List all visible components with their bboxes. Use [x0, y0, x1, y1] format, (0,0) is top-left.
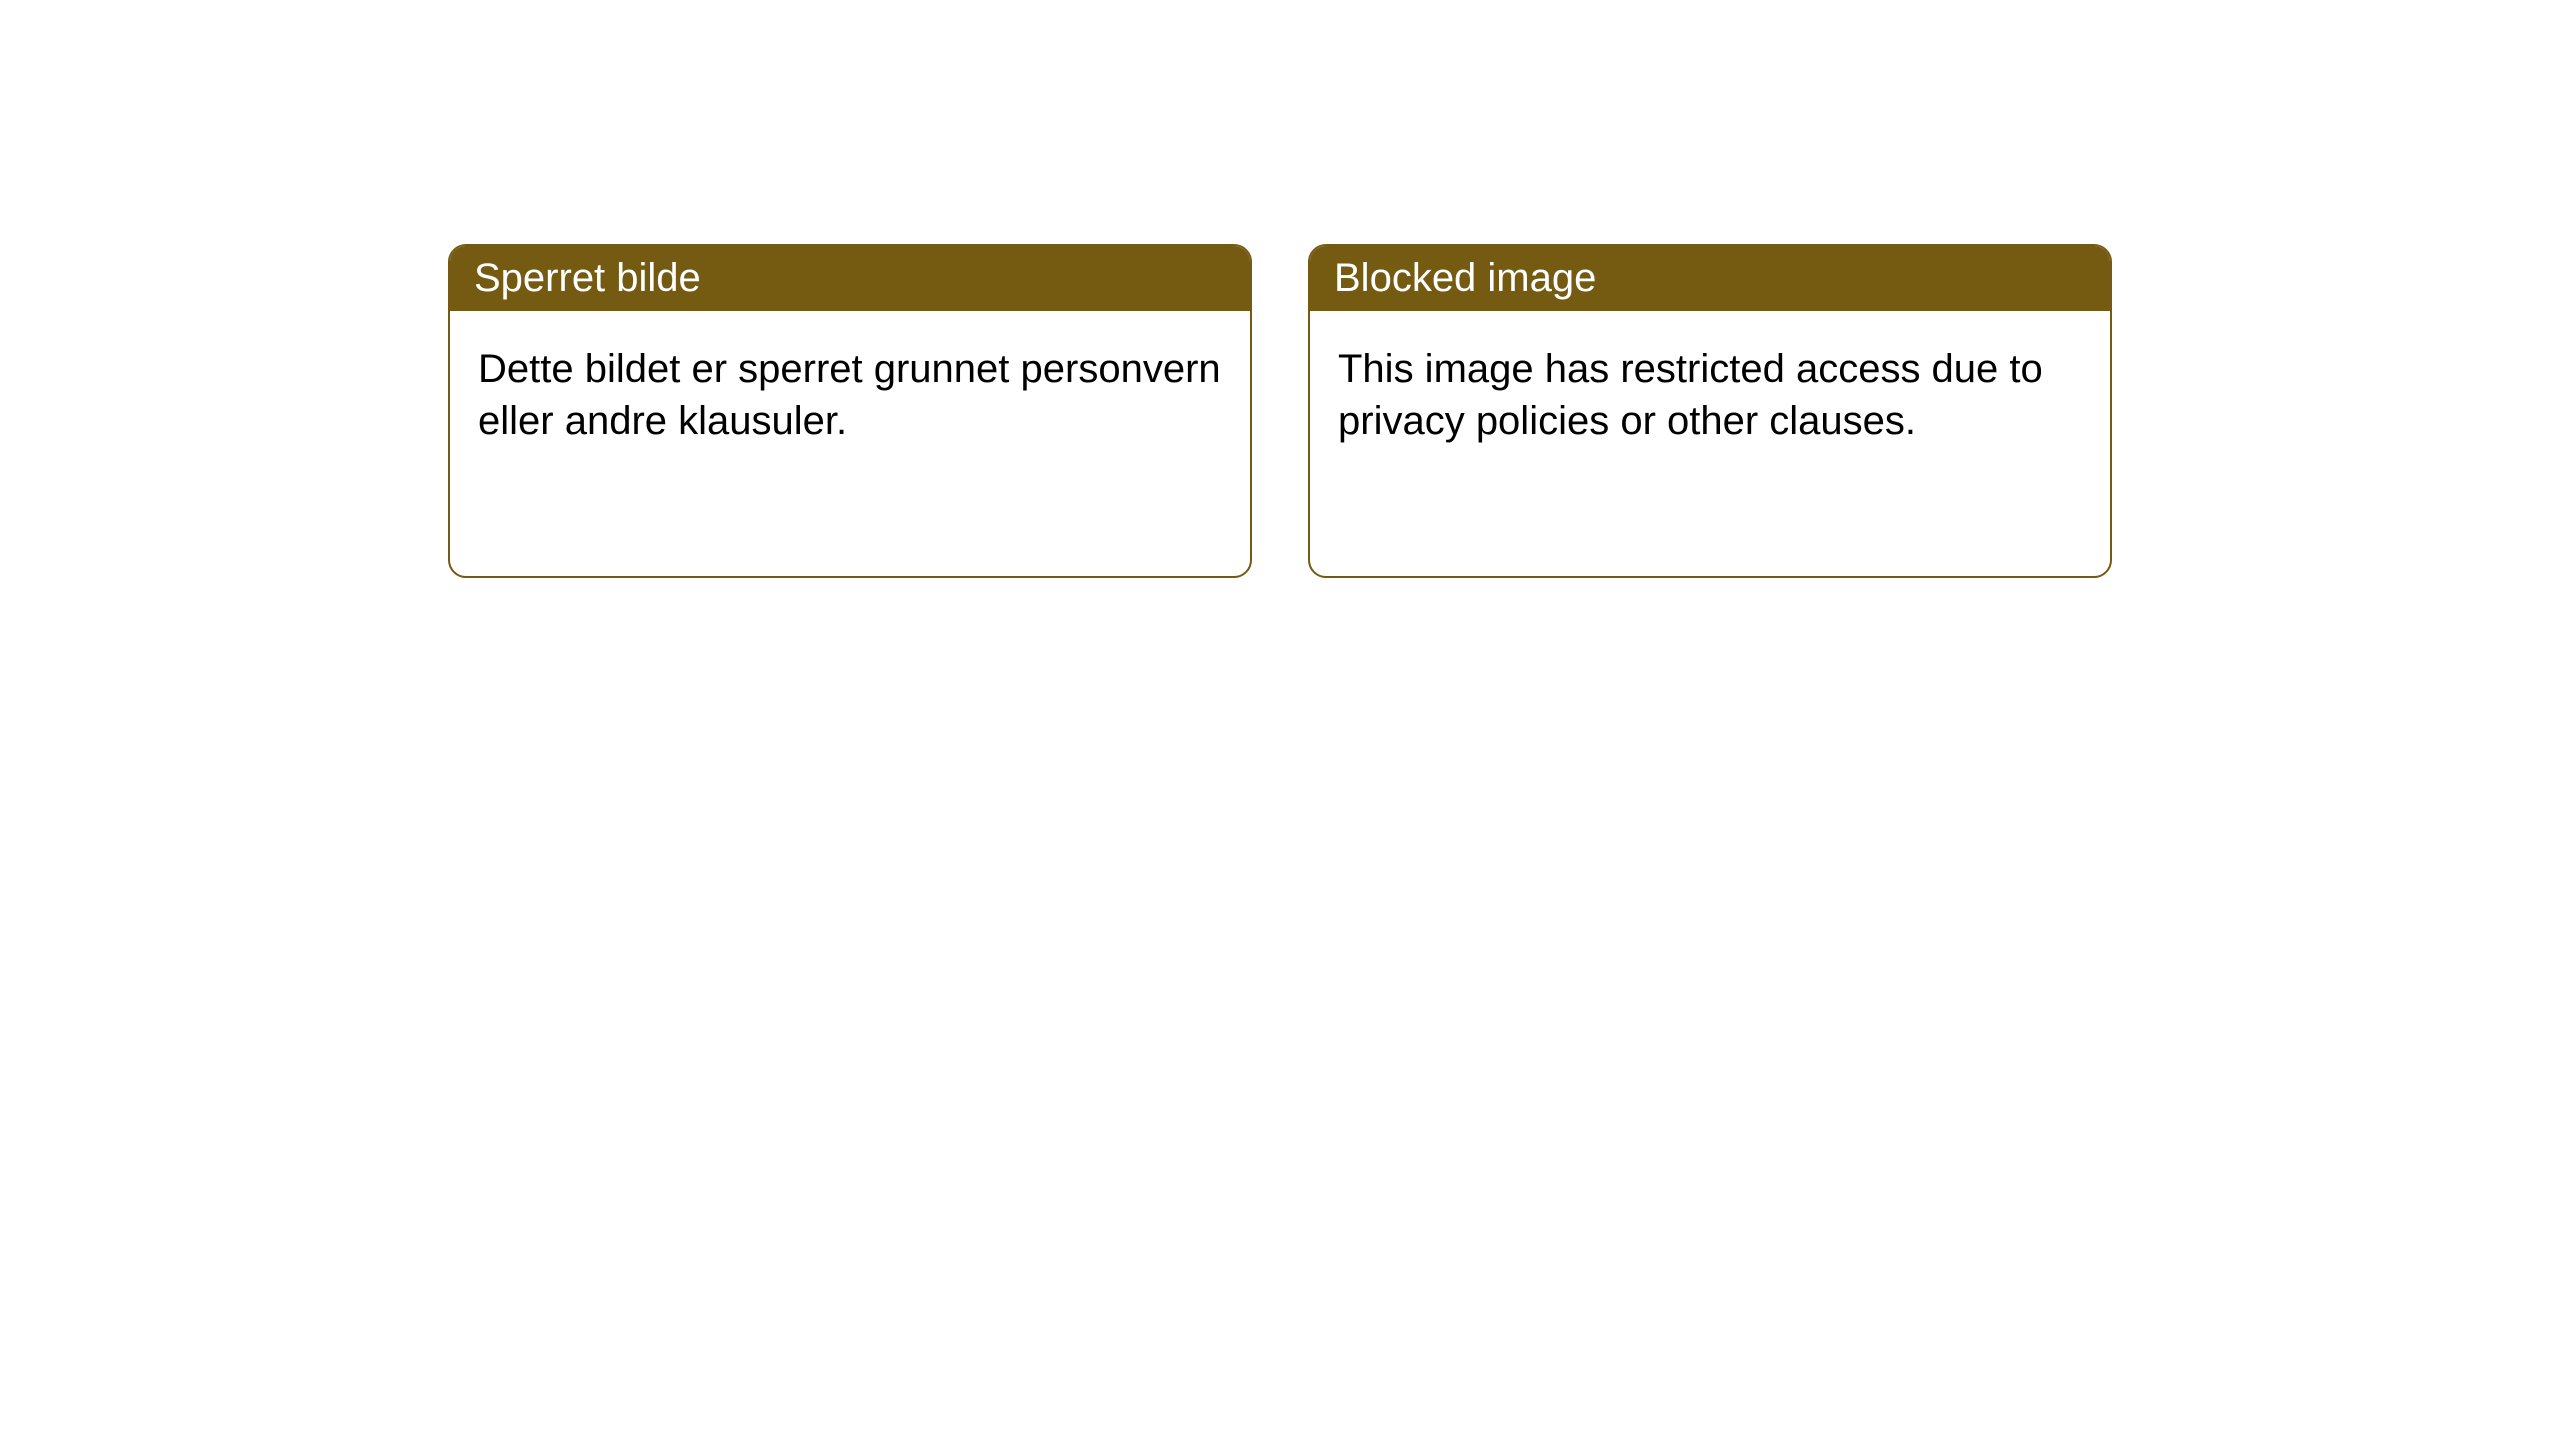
- card-body-norwegian: Dette bildet er sperret grunnet personve…: [450, 311, 1250, 479]
- card-body-english: This image has restricted access due to …: [1310, 311, 2110, 479]
- card-message-english: This image has restricted access due to …: [1338, 347, 2043, 443]
- notice-card-english: Blocked image This image has restricted …: [1308, 244, 2112, 578]
- card-title-norwegian: Sperret bilde: [474, 256, 701, 300]
- card-title-english: Blocked image: [1334, 256, 1596, 300]
- notice-cards-container: Sperret bilde Dette bildet er sperret gr…: [448, 244, 2112, 578]
- notice-card-norwegian: Sperret bilde Dette bildet er sperret gr…: [448, 244, 1252, 578]
- card-header-english: Blocked image: [1310, 246, 2110, 311]
- card-header-norwegian: Sperret bilde: [450, 246, 1250, 311]
- card-message-norwegian: Dette bildet er sperret grunnet personve…: [478, 347, 1221, 443]
